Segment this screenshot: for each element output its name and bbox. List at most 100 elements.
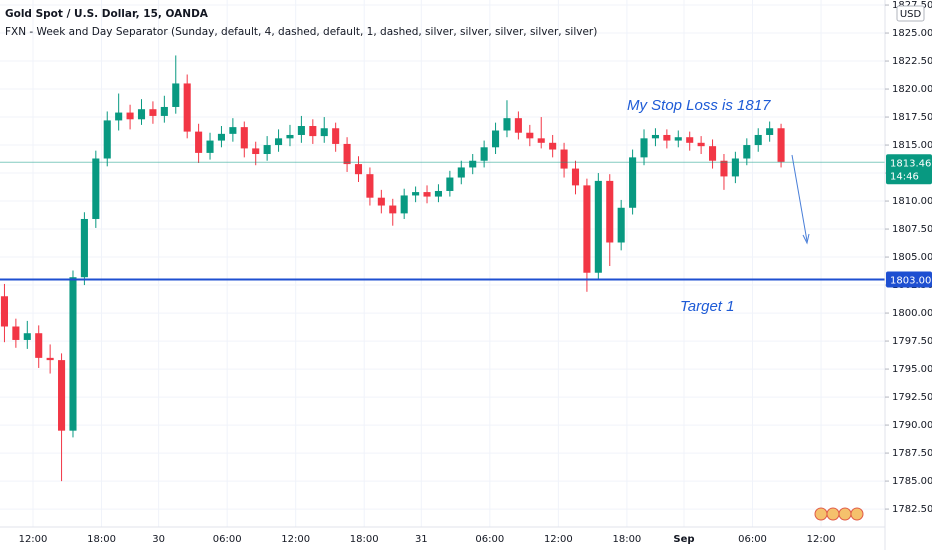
candle-body [766,128,774,135]
x-tick-label: 18:00 [350,534,379,545]
candle-body [240,127,248,149]
y-tick-label: 1810.000 [892,196,932,207]
countdown-label: 14:46 [890,171,919,182]
candle-body [651,134,659,139]
candle-body [366,174,374,198]
candles [0,55,885,482]
currency-box [896,5,925,22]
y-tick-label: 1800.000 [892,308,932,319]
level-label-box [886,271,932,288]
y-tick-label: 1792.500 [892,392,932,403]
candle-body [514,118,522,133]
x-tick-label: 06:00 [738,534,767,545]
y-tick-label: 1785.000 [892,476,932,487]
candle-body [686,137,694,143]
candle-body [297,126,305,135]
candle-body [617,207,625,243]
candle-body [92,158,100,219]
candle-body [12,326,20,340]
annotation: Target 1 [680,298,735,315]
candle-body [217,133,225,141]
candle-body [0,296,8,327]
candle-body [526,132,534,139]
icon [838,507,852,521]
y-tick-label: 1795.000 [892,364,932,375]
annotation: My Stop Loss is 1817 [627,97,771,114]
candle-body [423,192,431,197]
y-tick-label: 1825.000 [892,28,932,39]
x-tick-label: 30 [152,534,165,545]
x-tick-label: Sep [673,534,694,545]
y-tick-label: 1822.500 [892,56,932,67]
candle-body [549,142,557,150]
candle-body [503,118,511,131]
x-tick-label: 06:00 [213,534,242,545]
candle-body [594,180,602,273]
candle-body [571,168,580,186]
icon [850,507,864,521]
y-tick-label: 1817.500 [892,112,932,123]
y-tick-label: 1805.000 [892,252,932,263]
icon [814,507,828,521]
candle-body [275,138,283,146]
last-price-label: 1813.460 [890,158,932,169]
candle-body [697,142,705,147]
x-tick-label: 31 [415,534,428,545]
candle-body [663,134,671,141]
candle-body [69,277,77,431]
candle-body [332,128,340,144]
candle-body [115,112,123,121]
candle-body [377,197,385,206]
y-tick-label: 1797.500 [892,336,932,347]
candle-body [457,167,465,178]
candle-body [160,106,168,116]
candle-body [640,138,648,158]
candle-body [709,146,717,161]
axes: 1782.500 1785.000 1787.500 1790.000 1792.500… [19,0,932,545]
candle-body [743,145,751,159]
candle-body [46,357,54,361]
x-tick-label: 12:00 [19,534,48,545]
x-tick-label: 12:00 [807,534,836,545]
candle-body [103,120,111,159]
candle-body [23,333,31,340]
candle-body [720,160,728,177]
candle-body [137,109,146,120]
candle-body [172,83,180,107]
candle-body [606,180,614,243]
x-tick-label: 12:00 [281,534,310,545]
candle-body [629,157,637,208]
y-tick-label: 1820.000 [892,84,932,95]
y-tick-label: 1790.000 [892,420,932,431]
candle-body [252,148,260,155]
indicator-label: FXN - Week and Day Separator (Sunday, de… [5,26,597,38]
y-tick-label: 1807.500 [892,224,932,235]
icons [814,507,864,521]
candle-body [343,143,351,165]
candle-body [35,333,43,358]
arrow [791,154,808,242]
y-tick-label: 1787.500 [892,448,932,459]
x-tick-label: 06:00 [475,534,504,545]
x-tick-label: 12:00 [544,534,573,545]
candle-body [400,195,408,214]
candle-body [777,128,785,162]
candle-body [320,128,328,137]
y-tick-label: 1782.500 [892,504,932,515]
last-price-box [886,154,932,185]
candle-body [412,192,420,196]
candle-body [469,160,477,168]
level-label: 1803.000 [890,275,932,286]
x-tick-label: 18:00 [612,534,641,545]
candle-body [183,83,191,132]
icon [826,507,840,521]
candle-body [537,138,545,143]
x-tick-label: 18:00 [87,534,116,545]
y-tick-label: 1815.000 [892,140,932,151]
candle-body [731,158,739,177]
arrow-head [802,233,810,245]
candle-body [560,149,568,169]
candle-body [58,360,66,431]
